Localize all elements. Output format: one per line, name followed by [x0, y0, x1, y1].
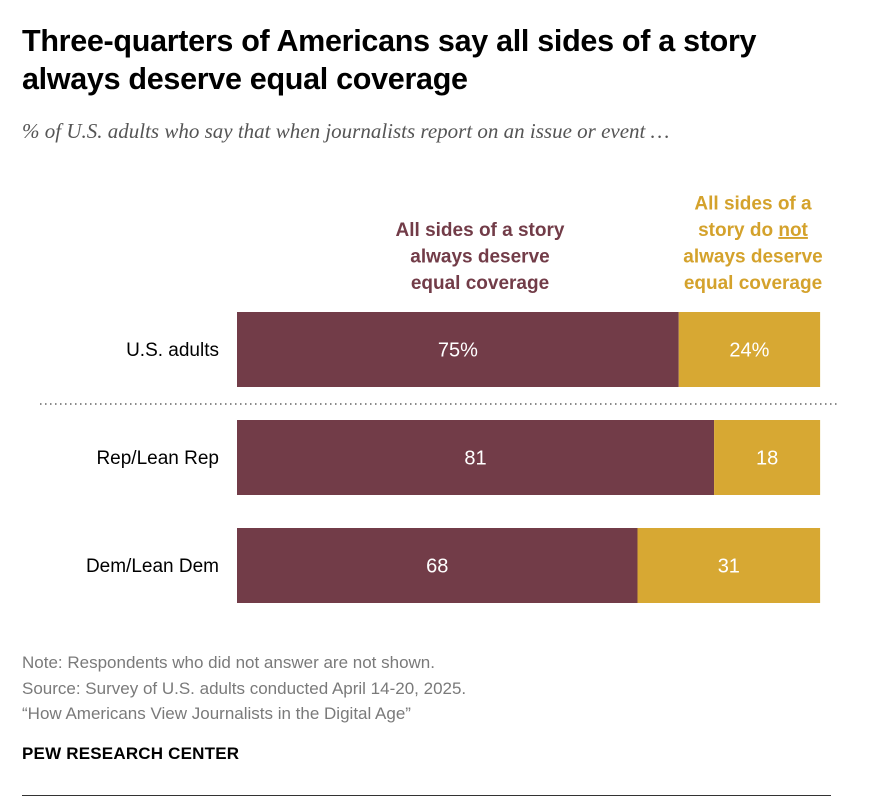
chart-subtitle: % of U.S. adults who say that when journ… [22, 119, 670, 143]
legend-not-always-line: always deserve [683, 247, 822, 268]
bar-value-label: 75% [438, 340, 478, 362]
pew-research-center-logo: PEW RESEARCH CENTER [22, 744, 240, 763]
category-label: Dem/Lean Dem [86, 556, 219, 577]
chart-title: Three-quarters of Americans say all side… [22, 24, 757, 96]
bar-always [237, 420, 715, 495]
chart-notes: Note: Respondents who did not answer are… [22, 650, 466, 727]
source-text: Source: Survey of U.S. adults conducted … [22, 678, 467, 698]
legend-always-line: equal coverage [411, 273, 549, 294]
bar-not-always [637, 528, 821, 603]
bar-value-label: 18 [756, 448, 778, 470]
category-label: U.S. adults [126, 340, 219, 361]
legend-always-line: always deserve [410, 247, 549, 268]
bar-always [237, 312, 679, 387]
bar-value-label: 81 [464, 448, 486, 470]
report-title-text: “How Americans View Journalists in the D… [22, 704, 411, 723]
bar-value-label: 68 [426, 556, 448, 578]
note-text: Note: Respondents who did not answer are… [22, 653, 435, 672]
bar-always [237, 528, 638, 603]
legend-always-line: All sides of a story [396, 220, 565, 241]
stacked-bar-chart: All sides of a story always deserve equal … [40, 194, 838, 603]
legend-not-always-line: equal coverage [684, 273, 822, 294]
bar-not-always [714, 420, 821, 495]
bar-value-label: 24% [729, 340, 769, 362]
bottom-rule [22, 795, 831, 796]
legend-not-always-line: All sides of a [694, 194, 812, 215]
category-label: Rep/Lean Rep [96, 448, 219, 469]
legend-not-always-line: story do not [698, 220, 808, 241]
bar-value-label: 31 [718, 556, 740, 578]
bar-not-always [678, 312, 821, 387]
